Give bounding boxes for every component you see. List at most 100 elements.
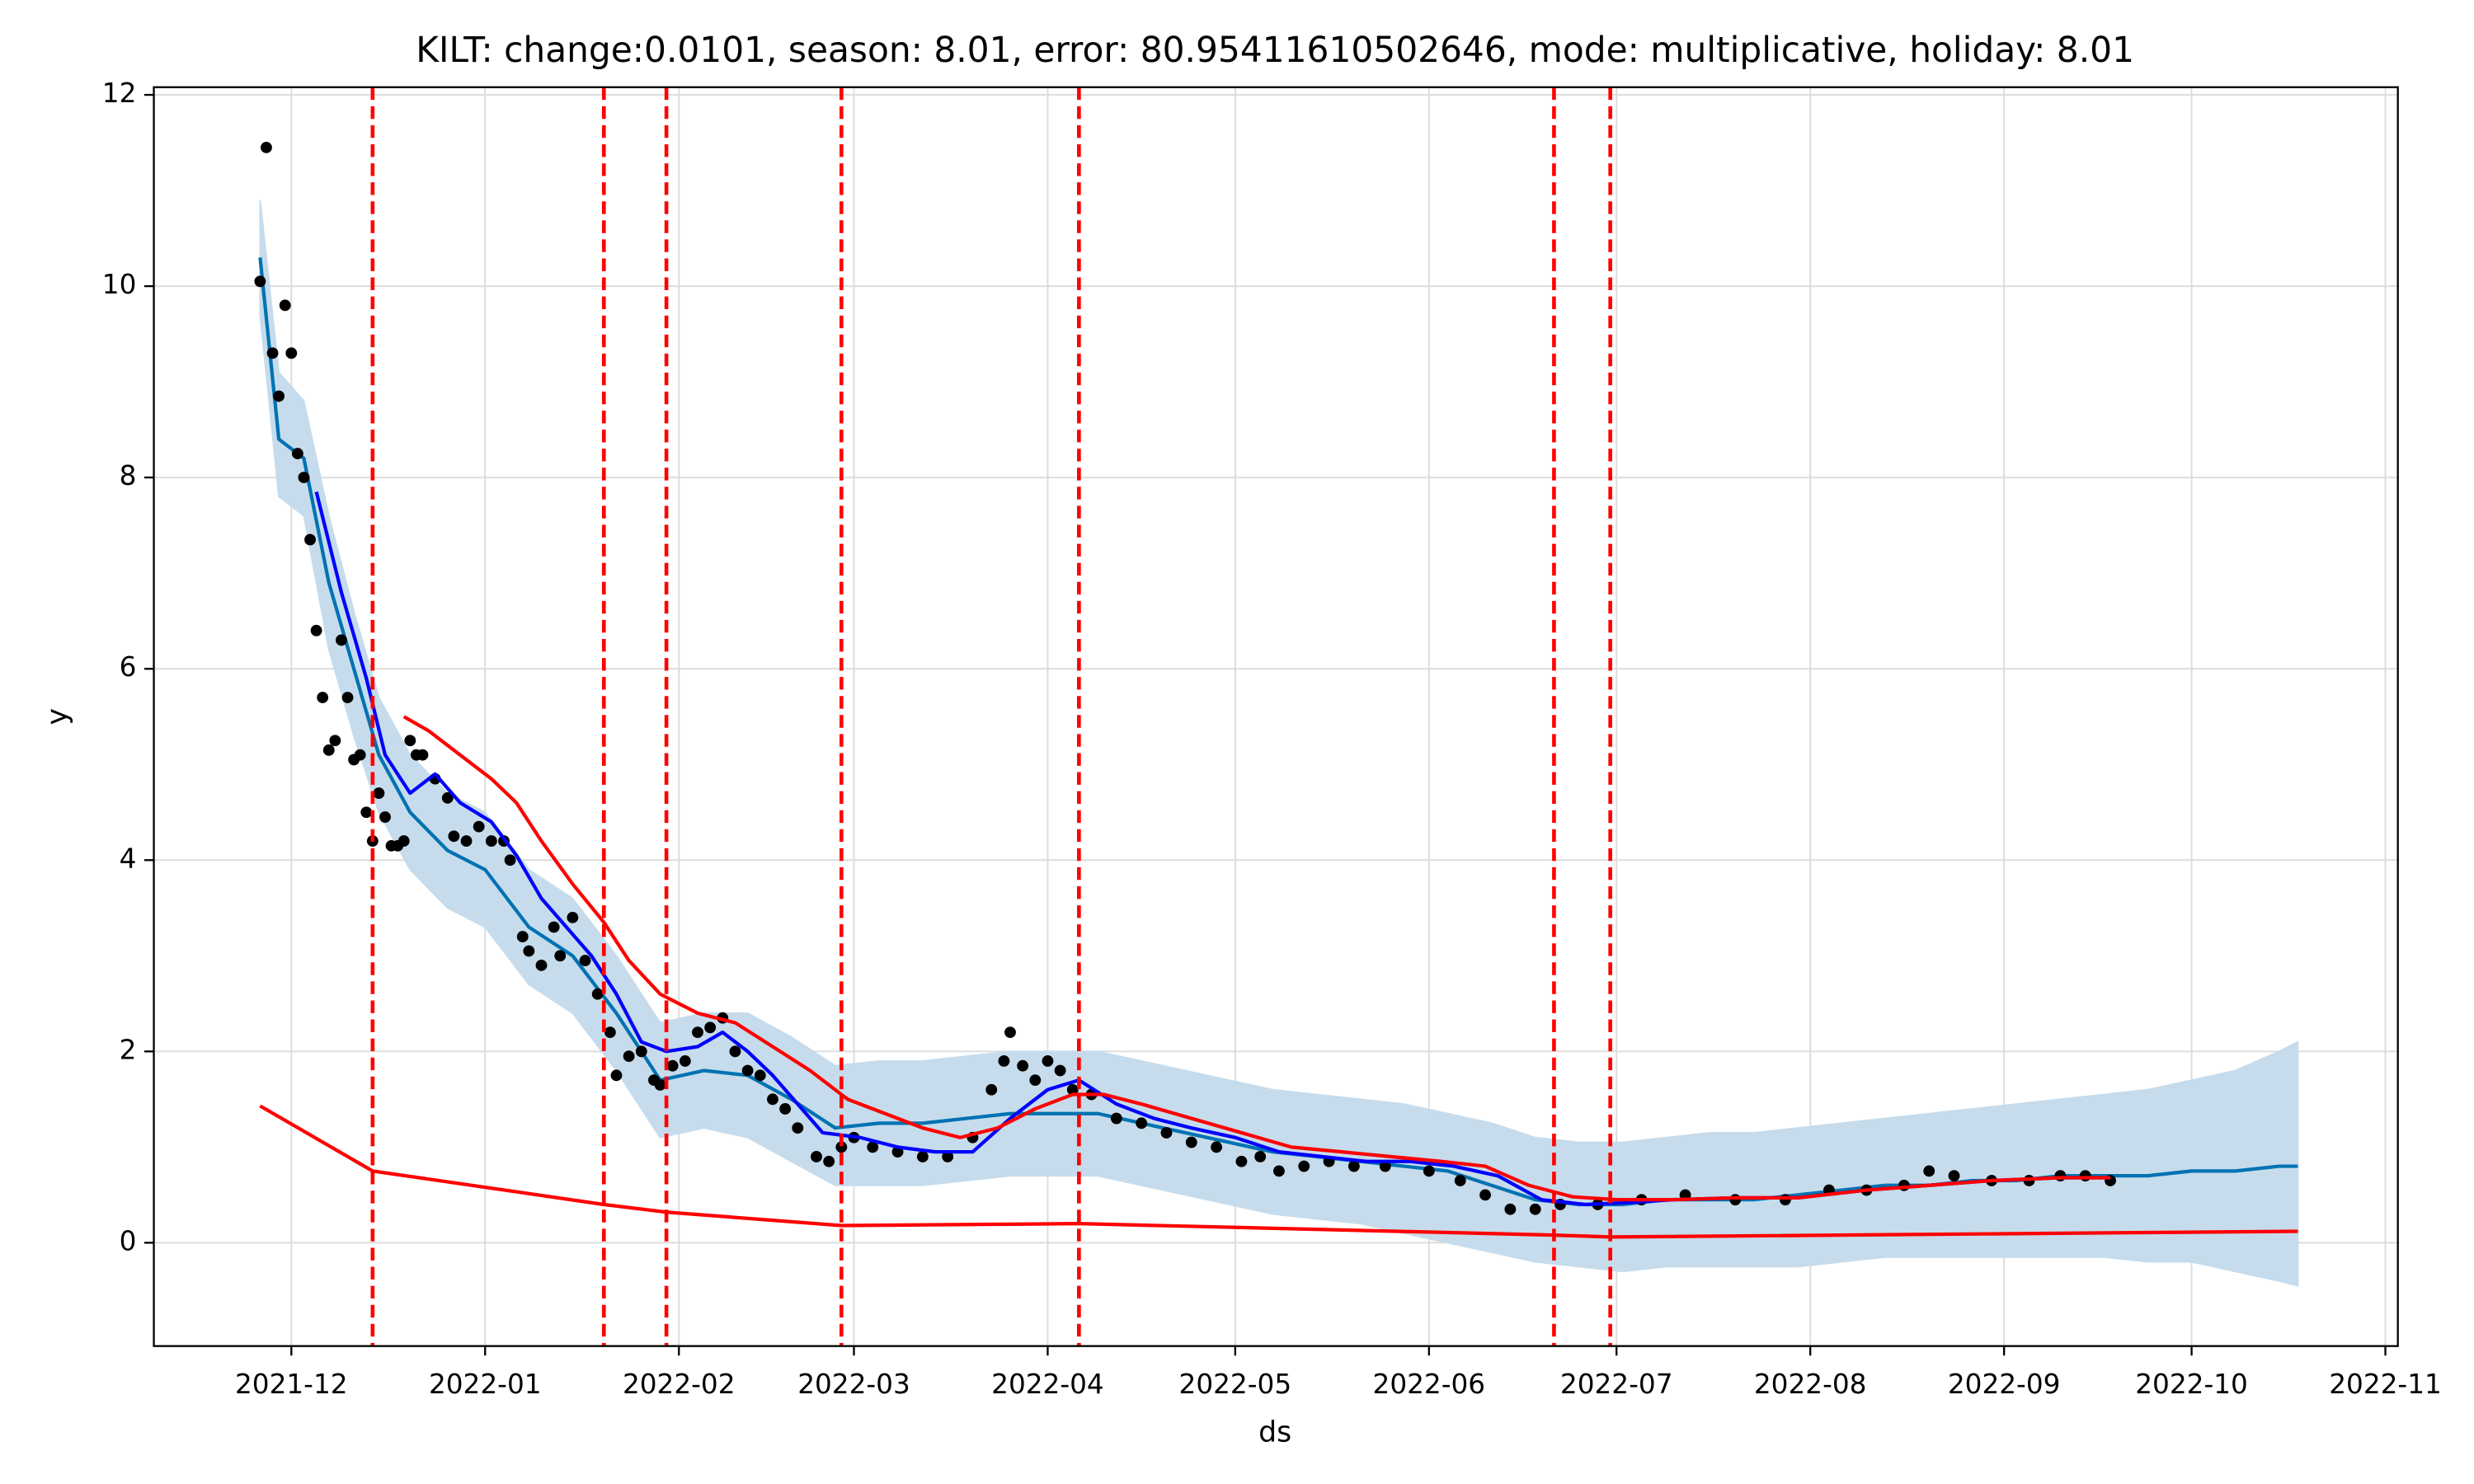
x-tick-label: 2022-09	[1948, 1369, 2061, 1400]
data-point	[373, 787, 385, 799]
data-point	[304, 533, 316, 546]
data-point	[448, 830, 460, 843]
data-point	[729, 1045, 741, 1058]
y-tick-label: 2	[120, 1034, 137, 1065]
data-point	[604, 1026, 616, 1039]
y-axis-label: y	[41, 708, 74, 725]
data-point	[835, 1141, 848, 1153]
data-point	[485, 835, 497, 847]
x-tick-label: 2022-11	[2329, 1369, 2442, 1400]
data-point	[535, 959, 548, 971]
data-point	[679, 1055, 691, 1067]
data-point	[523, 945, 535, 957]
data-point	[591, 988, 604, 1000]
data-point	[1729, 1194, 1742, 1206]
plot-frame	[153, 86, 2399, 1347]
line	[259, 1104, 2298, 1239]
data-point	[1479, 1189, 1491, 1201]
data-point	[1779, 1194, 1791, 1206]
data-point	[741, 1064, 754, 1077]
data-point	[291, 448, 303, 460]
data-point	[1054, 1064, 1066, 1077]
data-point	[1923, 1165, 1935, 1177]
x-tick-label: 2021-12	[235, 1369, 348, 1400]
x-tick-label: 2022-07	[1560, 1369, 1673, 1400]
y-tick-label: 0	[120, 1225, 137, 1256]
data-point	[942, 1151, 954, 1162]
data-point	[1042, 1055, 1054, 1067]
data-point	[666, 1059, 679, 1072]
data-point	[516, 931, 529, 943]
x-tick-label: 2022-05	[1179, 1369, 1292, 1400]
data-point	[379, 811, 391, 823]
data-point	[310, 624, 322, 636]
data-point	[1504, 1203, 1517, 1215]
data-point	[579, 955, 591, 967]
data-point	[548, 921, 560, 933]
data-point	[610, 1069, 623, 1082]
x-tick-label: 2022-06	[1373, 1369, 1486, 1400]
x-tick-label: 2022-03	[797, 1369, 910, 1400]
data-point	[341, 692, 354, 703]
data-point	[1379, 1160, 1391, 1172]
x-tick-label: 2022-10	[2135, 1369, 2248, 1400]
data-point	[1454, 1175, 1466, 1186]
data-point	[254, 275, 266, 288]
data-point	[1348, 1160, 1360, 1172]
y-tick-label: 10	[102, 269, 137, 300]
data-point	[867, 1141, 879, 1153]
data-point	[1529, 1203, 1541, 1215]
data-point	[360, 806, 373, 819]
data-point	[916, 1151, 929, 1162]
data-point	[1029, 1074, 1042, 1087]
data-point	[623, 1050, 635, 1063]
data-point	[554, 950, 567, 962]
data-point	[266, 347, 279, 359]
data-point	[317, 692, 329, 703]
data-point	[416, 749, 429, 761]
data-point	[692, 1026, 703, 1039]
data-point	[1423, 1165, 1435, 1177]
data-point	[336, 634, 347, 646]
data-point	[1235, 1155, 1248, 1167]
y-tick-label: 12	[102, 77, 137, 109]
y-tick-label: 8	[120, 460, 137, 491]
y-tick-label: 6	[120, 651, 137, 683]
data-point	[985, 1083, 998, 1096]
data-point	[329, 735, 341, 747]
data-point	[1211, 1141, 1223, 1153]
data-point	[322, 744, 335, 756]
uncertainty-band	[259, 200, 2299, 1287]
x-tick-label: 2022-08	[1754, 1369, 1867, 1400]
data-point	[1272, 1165, 1285, 1177]
data-point	[754, 1069, 766, 1082]
line	[402, 715, 2111, 1202]
x-axis-label: ds	[1258, 1416, 1291, 1449]
data-point	[1066, 1083, 1079, 1096]
data-point	[1185, 1136, 1197, 1148]
data-point	[704, 1021, 717, 1034]
data-point	[404, 735, 416, 747]
data-point	[792, 1122, 804, 1134]
data-point	[504, 854, 516, 866]
data-point	[273, 390, 285, 402]
data-point	[567, 911, 579, 923]
data-point	[767, 1093, 778, 1106]
data-point	[823, 1155, 835, 1167]
line	[258, 257, 2298, 1207]
data-point	[285, 347, 298, 359]
x-tick-label: 2022-04	[991, 1369, 1104, 1400]
data-point	[779, 1103, 792, 1115]
data-point	[397, 835, 410, 847]
line	[314, 491, 2111, 1207]
data-point	[654, 1079, 666, 1091]
data-point	[1136, 1117, 1148, 1129]
data-point	[635, 1045, 647, 1058]
data-point	[261, 141, 272, 153]
data-point	[998, 1055, 1010, 1067]
data-point	[279, 299, 291, 312]
x-tick-label: 2022-02	[623, 1369, 736, 1400]
data-point	[354, 749, 366, 761]
